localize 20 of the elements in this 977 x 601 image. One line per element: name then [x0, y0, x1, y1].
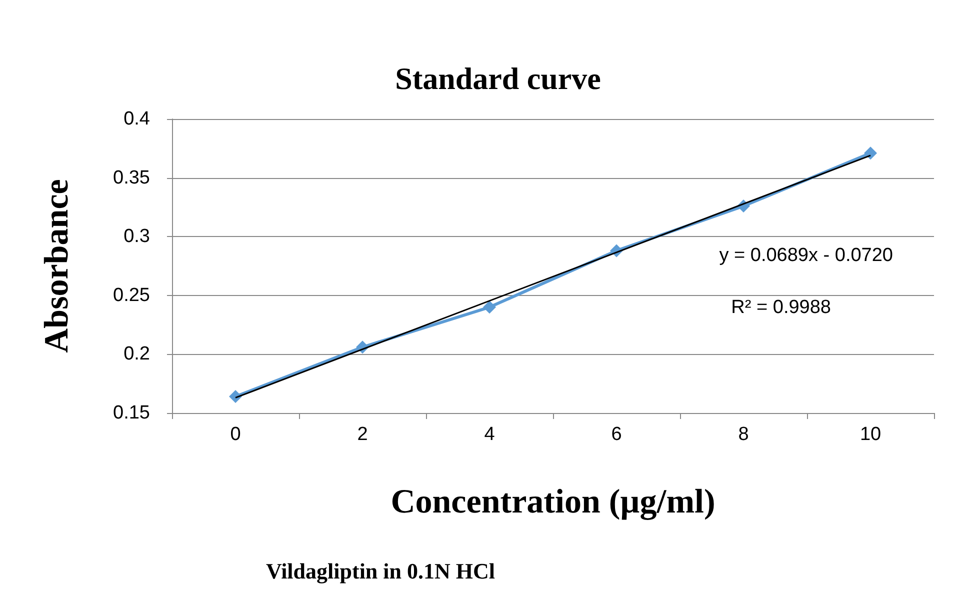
y-tick-label: 0.35 [113, 167, 150, 188]
point [864, 146, 877, 160]
x-tick-label: 6 [611, 424, 622, 445]
y-tick-label: 0.2 [124, 344, 150, 365]
x-axis-title: Concentration (µg/ml) [390, 484, 716, 520]
point [483, 300, 496, 314]
y-tick-label: 0.15 [113, 402, 150, 424]
x-tick-label: 8 [738, 424, 749, 445]
annotation: y = 0.0689x - 0.0720 [719, 245, 893, 266]
y-tick-label: 0.25 [113, 284, 150, 306]
annotation: R² = 0.9988 [731, 297, 832, 318]
text: Vildagliptin in 0.1N HCl [266, 558, 496, 584]
chart-title: Standard curve [395, 61, 601, 96]
y-axis-title: Absorbance [38, 179, 76, 353]
x-tick-label: 10 [860, 424, 882, 445]
y-tick-label: 0.3 [124, 226, 150, 248]
y-tick-label: 0.4 [124, 108, 150, 130]
x-tick-label: 2 [357, 424, 368, 445]
x-tick-label: 4 [484, 424, 496, 445]
x-tick-label: 0 [230, 424, 241, 445]
